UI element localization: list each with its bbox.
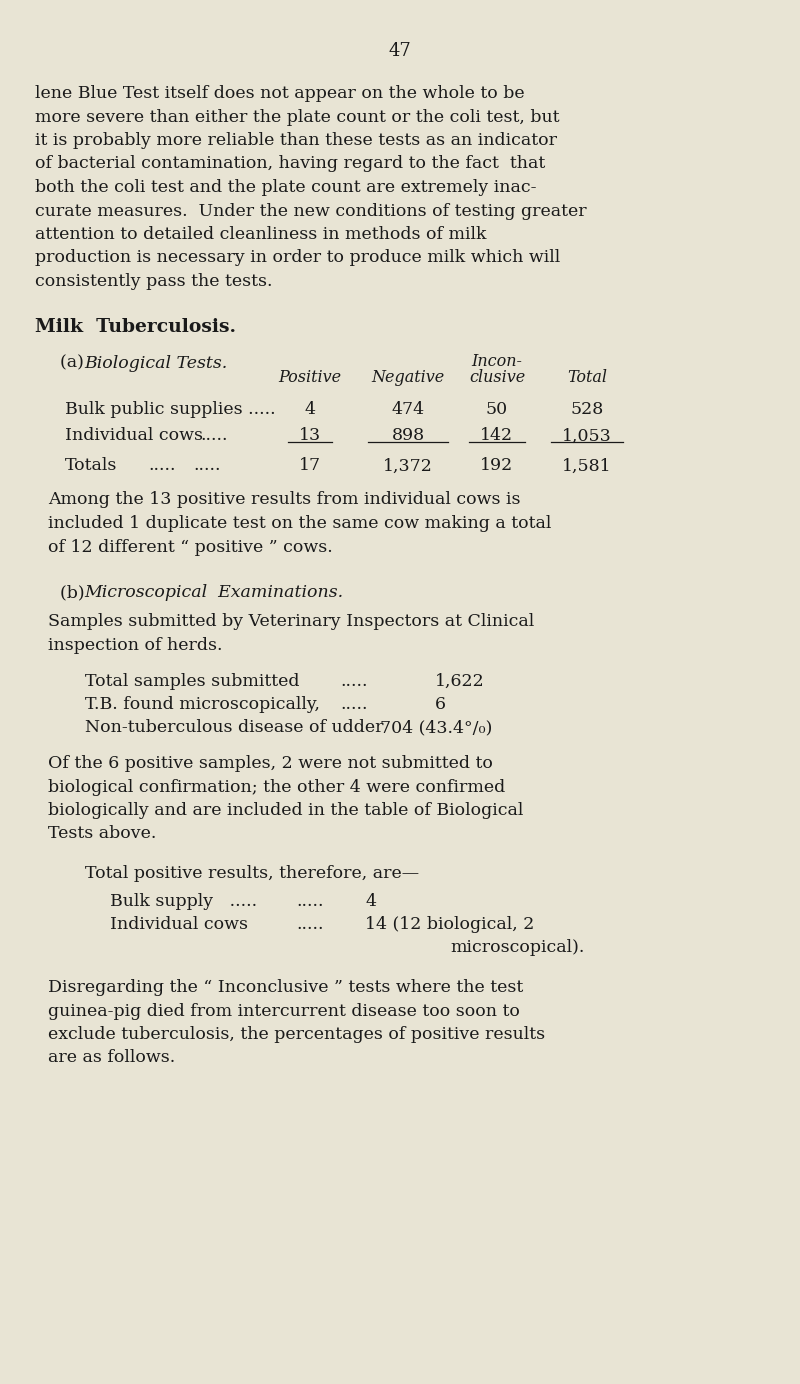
Text: 47: 47 xyxy=(389,42,411,60)
Text: biological confirmation; the other 4 were confirmed: biological confirmation; the other 4 wer… xyxy=(48,778,506,796)
Text: Total positive results, therefore, are—: Total positive results, therefore, are— xyxy=(85,865,419,882)
Text: 898: 898 xyxy=(391,428,425,444)
Text: 1,372: 1,372 xyxy=(383,458,433,475)
Text: are as follows.: are as follows. xyxy=(48,1049,175,1067)
Text: production is necessary in order to produce milk which will: production is necessary in order to prod… xyxy=(35,249,560,267)
Text: guinea-pig died from intercurrent disease too soon to: guinea-pig died from intercurrent diseas… xyxy=(48,1002,520,1020)
Text: .....: ..... xyxy=(340,696,367,713)
Text: 474: 474 xyxy=(391,400,425,418)
Text: included 1 duplicate test on the same cow making a total: included 1 duplicate test on the same co… xyxy=(48,515,551,531)
Text: 528: 528 xyxy=(570,400,604,418)
Text: 142: 142 xyxy=(481,428,514,444)
Text: inspection of herds.: inspection of herds. xyxy=(48,637,222,655)
Text: .....: ..... xyxy=(340,673,367,689)
Text: .....: ..... xyxy=(193,458,221,475)
Text: of 12 different “ positive ” cows.: of 12 different “ positive ” cows. xyxy=(48,538,333,555)
Text: both the coli test and the plate count are extremely inac-: both the coli test and the plate count a… xyxy=(35,179,537,197)
Text: Total: Total xyxy=(567,368,607,386)
Text: microscopical).: microscopical). xyxy=(450,940,584,956)
Text: Disregarding the “ Inconclusive ” tests where the test: Disregarding the “ Inconclusive ” tests … xyxy=(48,978,523,996)
Text: 14 (12 biological, 2: 14 (12 biological, 2 xyxy=(365,916,534,933)
Text: Incon-: Incon- xyxy=(471,353,522,370)
Text: Tests above.: Tests above. xyxy=(48,825,156,843)
Text: clusive: clusive xyxy=(469,368,525,386)
Text: exclude tuberculosis, the percentages of positive results: exclude tuberculosis, the percentages of… xyxy=(48,1026,545,1044)
Text: Individual cows: Individual cows xyxy=(65,428,203,444)
Text: lene Blue Test itself does not appear on the whole to be: lene Blue Test itself does not appear on… xyxy=(35,84,525,102)
Text: 6: 6 xyxy=(435,696,446,713)
Text: Totals: Totals xyxy=(65,458,118,475)
Text: Positive: Positive xyxy=(278,368,342,386)
Text: Individual cows: Individual cows xyxy=(110,916,248,933)
Text: consistently pass the tests.: consistently pass the tests. xyxy=(35,273,273,291)
Text: biologically and are included in the table of Biological: biologically and are included in the tab… xyxy=(48,801,523,819)
Text: 192: 192 xyxy=(480,458,514,475)
Text: .....: ..... xyxy=(296,916,323,933)
Text: Microscopical  Examinations.: Microscopical Examinations. xyxy=(84,584,343,601)
Text: .....: ..... xyxy=(296,893,323,909)
Text: of bacterial contamination, having regard to the fact  that: of bacterial contamination, having regar… xyxy=(35,155,546,173)
Text: Total samples submitted: Total samples submitted xyxy=(85,673,299,689)
Text: attention to detailed cleanliness in methods of milk: attention to detailed cleanliness in met… xyxy=(35,226,486,244)
Text: Bulk public supplies .....: Bulk public supplies ..... xyxy=(65,400,276,418)
Text: curate measures.  Under the new conditions of testing greater: curate measures. Under the new condition… xyxy=(35,202,586,220)
Text: 50: 50 xyxy=(486,400,508,418)
Text: 1,622: 1,622 xyxy=(435,673,485,689)
Text: 13: 13 xyxy=(299,428,321,444)
Text: .....: ..... xyxy=(200,428,227,444)
Text: T.B. found microscopically,: T.B. found microscopically, xyxy=(85,696,320,713)
Text: .....: ..... xyxy=(148,458,175,475)
Text: Non-tuberculous disease of udder: Non-tuberculous disease of udder xyxy=(85,720,383,736)
Text: 1,053: 1,053 xyxy=(562,428,612,444)
Text: Of the 6 positive samples, 2 were not submitted to: Of the 6 positive samples, 2 were not su… xyxy=(48,756,493,772)
Text: it is probably more reliable than these tests as an indicator: it is probably more reliable than these … xyxy=(35,131,557,149)
Text: more severe than either the plate count or the coli test, but: more severe than either the plate count … xyxy=(35,108,559,126)
Text: 17: 17 xyxy=(299,458,321,475)
Text: Negative: Negative xyxy=(371,368,445,386)
Text: (a): (a) xyxy=(60,354,90,371)
Text: Bulk supply   .....: Bulk supply ..... xyxy=(110,893,257,909)
Text: 1,581: 1,581 xyxy=(562,458,612,475)
Text: Milk  Tuberculosis.: Milk Tuberculosis. xyxy=(35,318,236,336)
Text: Biological Tests.: Biological Tests. xyxy=(84,354,227,371)
Text: 4: 4 xyxy=(305,400,315,418)
Text: Samples submitted by Veterinary Inspectors at Clinical: Samples submitted by Veterinary Inspecto… xyxy=(48,613,534,631)
Text: 4: 4 xyxy=(365,893,376,909)
Text: 704 (43.4°/₀): 704 (43.4°/₀) xyxy=(380,720,492,736)
Text: Among the 13 positive results from individual cows is: Among the 13 positive results from indiv… xyxy=(48,491,521,508)
Text: (b): (b) xyxy=(60,584,90,601)
